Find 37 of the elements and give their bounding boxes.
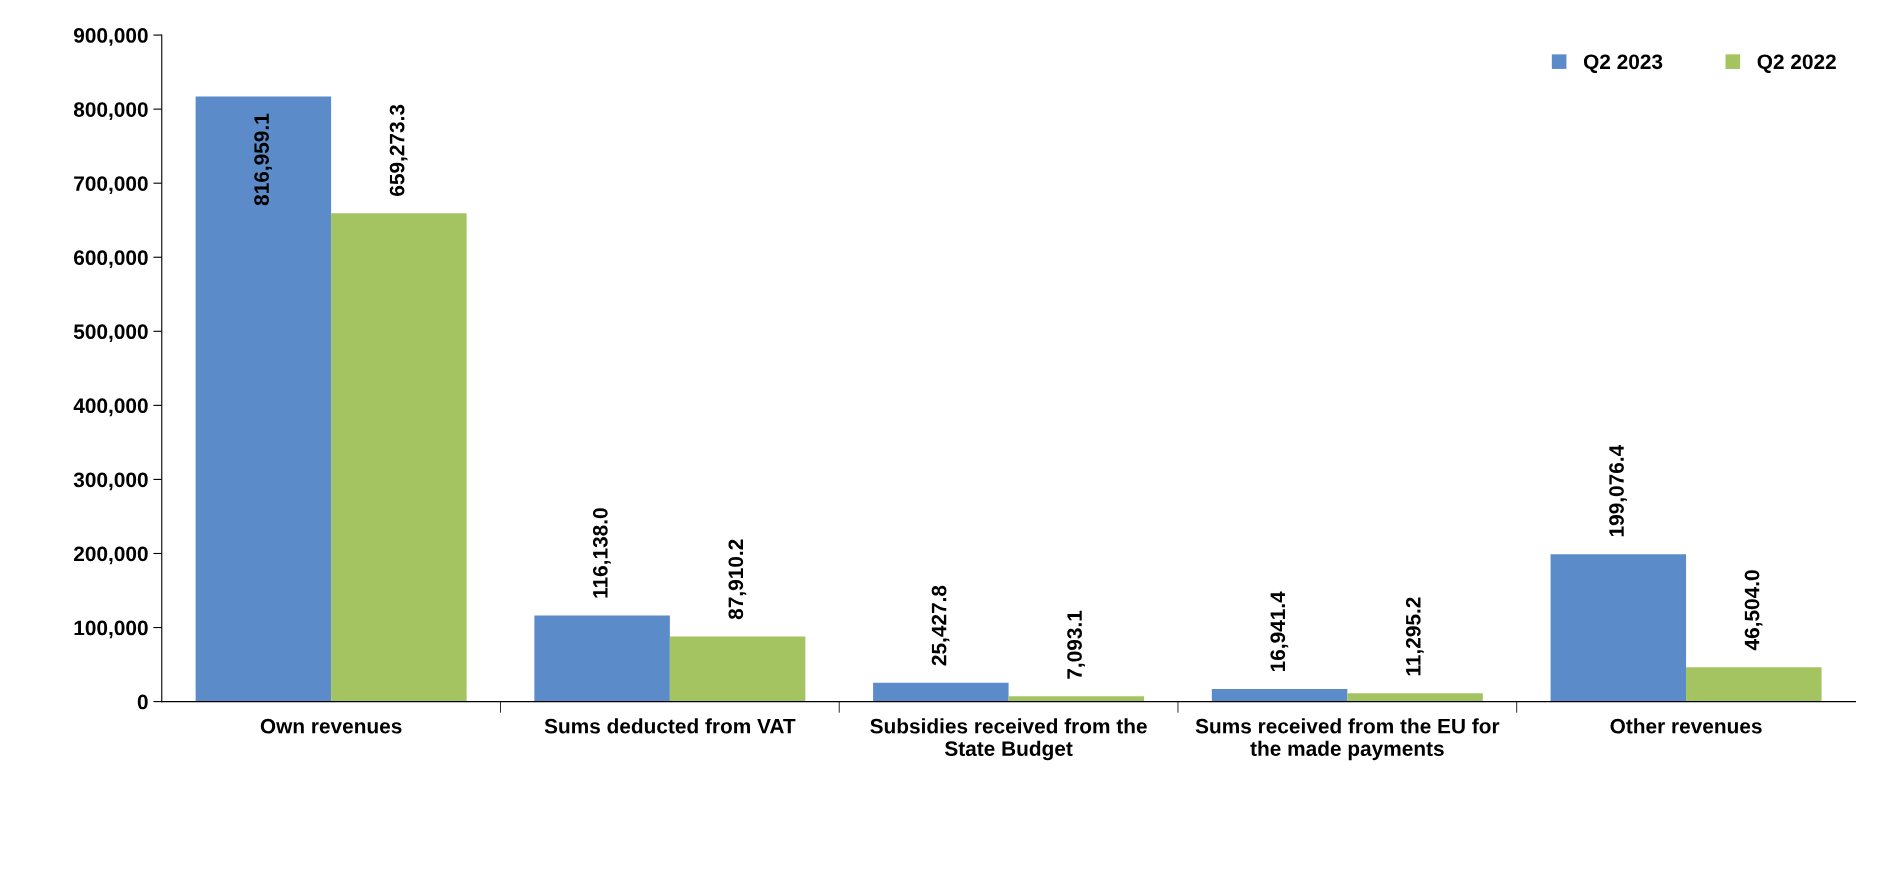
data-label: 25,427.8	[931, 585, 950, 666]
data-label: 199,076.4	[1609, 444, 1627, 537]
y-tick-label: 700,000	[74, 176, 148, 194]
y-tick-label: 500,000	[73, 324, 148, 343]
bar	[1550, 554, 1687, 702]
bar	[195, 96, 332, 702]
x-tick-label: Sums received from the EU for the made payments	[1195, 718, 1500, 761]
x-tick-label: Subsidies received from the State Budget	[870, 718, 1147, 761]
data-label: 659,273.3	[389, 104, 408, 196]
data-label: 816,959.1	[254, 113, 272, 206]
legend-label: Q2 2023	[1583, 54, 1663, 74]
y-tick-label: 900,000	[73, 28, 148, 46]
data-label: 7,093.1	[1067, 610, 1085, 679]
bar	[1211, 689, 1348, 702]
data-label: 116,138.0	[592, 508, 611, 598]
data-label: 16,941.4	[1270, 591, 1289, 672]
x-tick-label: Other revenues	[1610, 718, 1762, 734]
bar	[1008, 696, 1145, 702]
data-label: 11,295.2	[1405, 597, 1424, 676]
bar	[669, 636, 806, 702]
bar	[534, 615, 670, 702]
y-tick-label: 800,000	[73, 102, 148, 120]
y-tick-label: 400,000	[73, 398, 148, 417]
legend-label: Q2 2022	[1757, 54, 1836, 74]
y-tick-label: 0	[137, 694, 148, 710]
y-tick-label: 300,000	[73, 472, 148, 491]
bar	[1686, 667, 1822, 702]
bar	[331, 213, 467, 702]
bar	[873, 682, 1009, 702]
data-label: 46,504.0	[1744, 570, 1763, 651]
x-tick-label: Sums deducted from VAT	[544, 718, 796, 734]
bar	[1347, 693, 1483, 702]
x-tick-label: Own revenues	[260, 718, 402, 734]
y-tick-label: 200,000	[73, 546, 148, 565]
y-tick-label: 100,000	[74, 620, 148, 639]
data-label: 87,910.2	[728, 539, 747, 620]
y-tick-label: 600,000	[74, 250, 148, 269]
